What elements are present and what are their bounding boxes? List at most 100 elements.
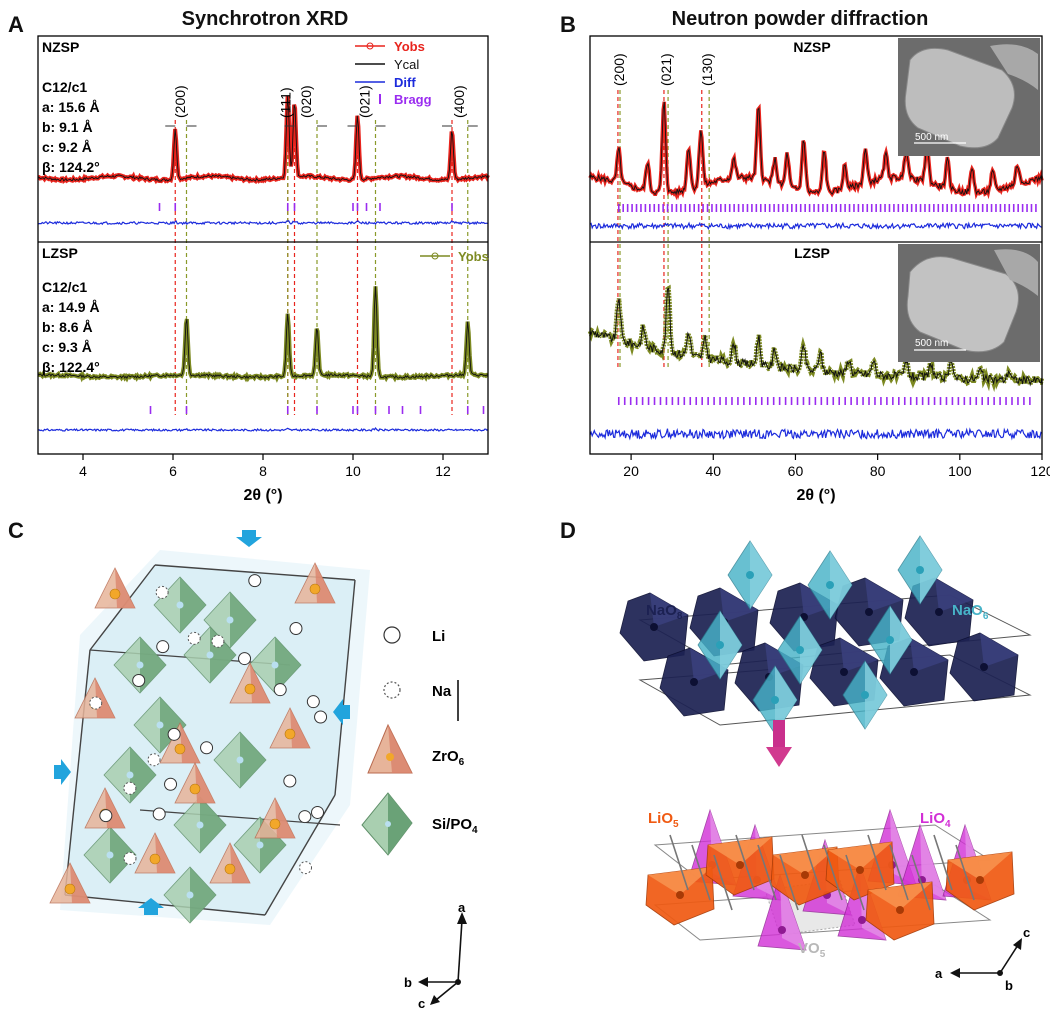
d-bond-5 [779,854,799,911]
c-sipo4-atom-8 [196,821,204,829]
legend-yobs-marker [366,42,374,50]
a-nzsp-yobs [37,96,490,185]
legend-sipo4: Si/PO4 [432,816,478,836]
d-lio5-atom-5 [976,876,984,884]
d-nao6-atom-5 [886,636,894,644]
c-sipo4-atom-4 [271,661,279,669]
panel-letter-a: A [8,12,24,37]
c-li-atom-10 [132,673,146,687]
a-hkl-label-4: (400) [451,85,467,118]
c-li-atom-2 [238,652,252,666]
legend-na: Na [432,683,452,700]
c-zro6-shade-10 [230,843,250,883]
d-bond-10 [889,844,909,901]
c-sipo4-shade-1 [230,592,256,648]
c-sipo4-atom-2 [136,661,144,669]
c-axis-c: c [418,996,425,1010]
a-top-param-2: a: 15.6 Å [42,99,100,115]
a-lzsp-diff [37,426,489,433]
a-hkl-label-0: (200) [172,85,188,118]
c-sipo4-atom-3 [206,651,214,659]
d-nao8-face-4 [935,578,973,612]
d-nao6-face-3 [720,611,742,679]
sipo4-legend-icon [361,792,413,856]
legend-yobs: Yobs [394,39,425,54]
a-hkl-label-1: (111) [278,87,294,118]
migration-arrows [54,530,350,915]
panel-letter-d: D [560,518,576,543]
d-nao6-atom-7 [861,691,869,699]
c-li-atom-6 [164,777,178,791]
label-lio5: LiO5 [648,810,679,830]
a-top-param-5: β: 124.2° [42,159,100,175]
c-zro6-shade-5 [180,723,200,763]
a-lzsp-yobs [37,286,489,383]
a-tick-label-4: 12 [435,463,451,479]
c-li-atom-15 [200,741,214,755]
label-lio4: LiO4 [920,810,951,830]
legend-na-marker [383,681,401,699]
c-zro6-shade-9 [70,863,90,903]
d-lio5-face-0 [648,867,712,895]
legend-li: Li [432,628,445,645]
d-bond-3 [735,834,755,891]
d-bond-13 [955,844,975,901]
c-li-atom-4 [167,727,181,741]
d-nao6-face-6 [775,666,797,734]
c-li-atom-14 [99,809,113,823]
sem-lzsp-scale: 500 nm [915,338,948,349]
c-sipo4-atom-5 [156,721,164,729]
c-zro6-atom-9 [64,883,76,895]
a-tick-label-1: 6 [169,463,177,479]
c-sipo4-atom-7 [126,771,134,779]
a-tick-label-2: 8 [259,463,267,479]
d-lio5-atom-3 [856,866,864,874]
c-na-atom-0 [147,753,161,767]
a-hkl-label-2: (020) [298,85,314,118]
c-sipo4-atom-0 [176,601,184,609]
c-li-atom-3 [314,710,328,724]
c-zro6-atom-8 [269,818,281,830]
d-nao6-atom-6 [771,696,779,704]
axes-indicator-d: a b c [935,925,1030,993]
d-nao8-atom-9 [980,663,988,671]
a-nzsp-ycal [37,96,489,182]
d-nao6-atom-1 [826,581,834,589]
legend-ycal: Ycal [394,57,419,72]
d-bond-7 [823,844,843,901]
c-li-atom-0 [156,640,170,654]
d-axis-b: b [1005,978,1013,993]
panel-b-frame [589,35,1043,455]
zro6-legend-icon [367,723,413,774]
c-sipo4-atom-6 [236,756,244,764]
c-na-atom-3 [187,631,201,645]
b-lzsp-ycal [589,287,1043,387]
b-hkl-label-2: (130) [699,53,715,86]
c-sipo4-atom-10 [106,851,114,859]
d-nao8-atom-5 [690,678,698,686]
d-nao8-atom-3 [865,608,873,616]
c-zro6-atom-11 [149,853,161,865]
c-sipo4-shade-6 [240,732,266,788]
a-bottom-param-4: c: 9.3 Å [42,339,92,355]
c-zro6-atom-7 [189,783,201,795]
a-bottom-param-2: a: 14.9 Å [42,299,100,315]
c-zro6-atom-10 [224,863,236,875]
sem-inset-lzsp: 500 nm [898,244,1040,362]
b-tick-label-1: 40 [705,463,721,479]
c-axis-b: b [404,975,412,990]
d-nao8-atom-4 [935,608,943,616]
b-top-sample-name: NZSP [793,39,830,55]
panel-b-chart: (200) (021) (130) NZSP LZSP 500 nm 500 nm … [587,35,1050,504]
d-lio5-atom-4 [896,906,904,914]
panel-b-title: Neutron powder diffraction [671,8,929,30]
c-li-atom-1 [306,695,320,709]
legend-yobs-olive: Yobs [458,249,489,264]
a-top-sample-name: NZSP [42,39,79,55]
label-nao8: NaO8 [646,602,683,622]
c-zro6-shade-1 [315,563,335,603]
c-li-atom-7 [248,574,262,588]
b-lzsp-diff [589,427,1043,441]
legend-li-marker [383,626,401,644]
b-tick-label-2: 60 [788,463,804,479]
